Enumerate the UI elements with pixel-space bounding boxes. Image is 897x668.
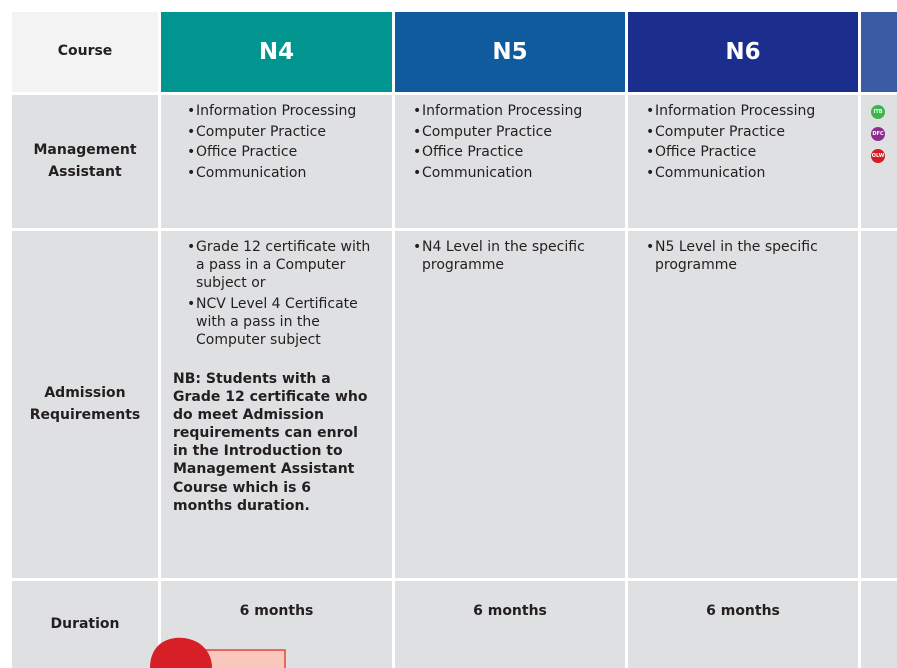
badges: ITB DFC OLW xyxy=(861,95,897,163)
duration-cell: 6 months xyxy=(628,581,858,668)
table-cell: N4 Level in the specific programme xyxy=(395,231,625,578)
table-cell: Information Processing Computer Practice O… xyxy=(395,95,625,228)
extra-cell xyxy=(861,581,897,668)
bullet-item: Grade 12 certificate with a pass in a Co… xyxy=(187,238,372,293)
bullet-item: Office Practice xyxy=(187,143,372,161)
extra-cell: ITB DFC OLW xyxy=(861,95,897,228)
bullet-item: Office Practice xyxy=(646,143,838,161)
row-label: Duration xyxy=(12,581,158,668)
bullet-item: Computer Practice xyxy=(413,123,605,141)
bullet-list: Information Processing Computer Practice O… xyxy=(646,102,838,182)
bullet-item: Information Processing xyxy=(187,102,372,120)
bullet-item: Computer Practice xyxy=(187,123,372,141)
bullet-list: Information Processing Computer Practice O… xyxy=(413,102,605,182)
bullet-list: Information Processing Computer Practice O… xyxy=(187,102,372,182)
bullet-item: Information Processing xyxy=(646,102,838,120)
row-label: Admission Requirements xyxy=(12,231,158,578)
duration-cell: 6 months xyxy=(395,581,625,668)
table-cell: Grade 12 certificate with a pass in a Co… xyxy=(161,231,392,578)
duration-cell: 6 months xyxy=(161,581,392,668)
corner-header: Course xyxy=(12,12,158,92)
bullet-item: Communication xyxy=(187,164,372,182)
row-label: Management Assistant xyxy=(12,95,158,228)
note: NB: Students with a Grade 12 certificate… xyxy=(173,370,368,514)
bullet-list: Grade 12 certificate with a pass in a Co… xyxy=(187,238,372,350)
table-cell: Information Processing Computer Practice O… xyxy=(161,95,392,228)
bullet-item: NCV Level 4 Certificate with a pass in t… xyxy=(187,295,372,350)
bullet-item: Office Practice xyxy=(413,143,605,161)
extra-cell xyxy=(861,231,897,578)
extra-header xyxy=(861,12,897,92)
badge: ITB xyxy=(871,105,885,119)
column-header: N6 xyxy=(628,12,858,92)
bullet-item: N4 Level in the specific programme xyxy=(413,238,605,274)
bullet-list: N4 Level in the specific programme xyxy=(413,238,605,274)
table-cell: Information Processing Computer Practice O… xyxy=(628,95,858,228)
bullet-item: Communication xyxy=(646,164,838,182)
column-header: N4 xyxy=(161,12,392,92)
badge: DFC xyxy=(871,127,885,141)
bullet-item: Communication xyxy=(413,164,605,182)
bullet-list: N5 Level in the specific programme xyxy=(646,238,838,274)
bullet-item: Computer Practice xyxy=(646,123,838,141)
badge: OLW xyxy=(871,149,885,163)
bullet-item: N5 Level in the specific programme xyxy=(646,238,838,274)
column-header: N5 xyxy=(395,12,625,92)
bullet-item: Information Processing xyxy=(413,102,605,120)
table-cell: N5 Level in the specific programme xyxy=(628,231,858,578)
